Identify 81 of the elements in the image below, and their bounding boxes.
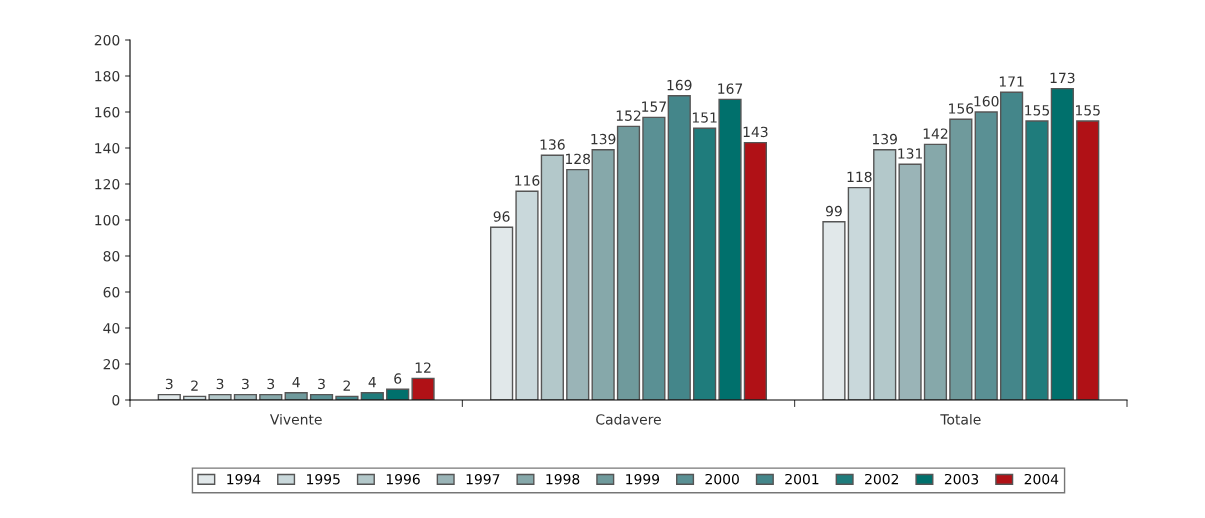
bar xyxy=(974,111,998,400)
legend-label: 1994 xyxy=(227,473,261,485)
legend-label: 2003 xyxy=(944,473,979,485)
bar xyxy=(566,168,590,400)
bar xyxy=(1076,120,1100,400)
data-label: 116 xyxy=(515,175,540,186)
bar xyxy=(847,186,871,400)
legend-label: 1999 xyxy=(626,473,660,485)
data-label: 157 xyxy=(642,101,666,112)
y-tick-label: 0 xyxy=(112,394,120,406)
data-label: 2 xyxy=(191,380,198,391)
legend-label: 1997 xyxy=(466,473,500,485)
data-label: 6 xyxy=(394,373,402,384)
legend-label: 1995 xyxy=(307,473,340,485)
y-tick-label: 40 xyxy=(103,322,120,334)
y-tick-label: 100 xyxy=(95,214,120,226)
bar xyxy=(693,127,717,400)
data-label: 3 xyxy=(267,378,275,390)
data-label: 99 xyxy=(825,205,842,217)
y-tick-label: 80 xyxy=(103,250,120,262)
data-label: 139 xyxy=(872,133,897,145)
data-label: 4 xyxy=(368,377,376,388)
data-label: 143 xyxy=(743,126,768,138)
data-label: 160 xyxy=(974,96,999,107)
y-tick-label: 60 xyxy=(103,286,120,298)
bar xyxy=(591,149,615,400)
data-label: 3 xyxy=(165,378,173,390)
data-label: 118 xyxy=(847,171,872,183)
data-label: 4 xyxy=(292,377,300,388)
legend-label: 2001 xyxy=(785,473,819,485)
bar xyxy=(667,95,691,400)
data-label: 3 xyxy=(216,378,224,390)
y-tick-label: 180 xyxy=(95,70,120,82)
y-tick-label: 160 xyxy=(95,106,120,118)
data-label: 3 xyxy=(318,378,325,390)
x-tick-label: Cadavere xyxy=(596,413,661,425)
bar xyxy=(1025,120,1049,400)
data-label: 151 xyxy=(692,112,717,123)
bar xyxy=(949,118,973,400)
data-label: 152 xyxy=(616,110,641,121)
data-label: 142 xyxy=(923,128,948,139)
data-label: 131 xyxy=(898,148,923,159)
legend-label: 1996 xyxy=(386,473,420,485)
data-label: 155 xyxy=(1075,105,1100,116)
bar xyxy=(873,149,897,400)
bar xyxy=(898,163,922,400)
bar xyxy=(411,377,435,400)
legend-label: 2002 xyxy=(865,473,899,485)
data-label: 136 xyxy=(540,139,565,150)
y-tick-label: 20 xyxy=(103,358,120,370)
bar xyxy=(718,98,742,400)
y-tick-label: 120 xyxy=(95,178,120,190)
data-label: 173 xyxy=(1050,72,1075,84)
bar xyxy=(1050,87,1074,400)
bar xyxy=(616,125,641,400)
bar xyxy=(743,141,767,400)
data-label: 155 xyxy=(1025,105,1050,116)
bar xyxy=(822,221,846,400)
y-tick-label: 200 xyxy=(94,34,120,46)
x-tick-label: Totale xyxy=(940,413,981,425)
data-label: 3 xyxy=(242,378,249,390)
bar xyxy=(923,143,948,400)
bar xyxy=(515,190,539,400)
data-label: 128 xyxy=(566,153,591,165)
bar xyxy=(642,116,666,400)
data-label: 12 xyxy=(415,362,431,373)
data-label: 171 xyxy=(999,76,1024,87)
data-label: 96 xyxy=(493,211,510,222)
legend-label: 1998 xyxy=(546,473,580,485)
data-label: 167 xyxy=(718,83,743,94)
data-label: 2 xyxy=(343,380,350,391)
data-label: 139 xyxy=(591,133,616,145)
bar xyxy=(490,226,514,400)
legend-label: 2000 xyxy=(705,473,739,485)
legend-label: 2004 xyxy=(1024,473,1059,485)
x-tick-label: Vivente xyxy=(269,413,322,425)
data-label: 169 xyxy=(667,79,692,91)
data-label: 156 xyxy=(949,103,974,114)
bar xyxy=(999,91,1024,400)
y-tick-label: 140 xyxy=(95,142,120,154)
bar xyxy=(540,154,564,400)
